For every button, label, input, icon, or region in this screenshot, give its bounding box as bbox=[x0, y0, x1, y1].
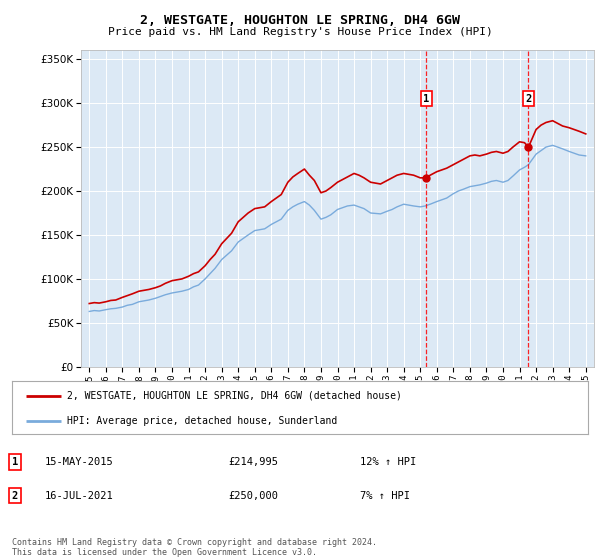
Text: 1: 1 bbox=[423, 94, 430, 104]
Text: 2: 2 bbox=[526, 94, 532, 104]
Text: 2, WESTGATE, HOUGHTON LE SPRING, DH4 6GW (detached house): 2, WESTGATE, HOUGHTON LE SPRING, DH4 6GW… bbox=[67, 391, 401, 401]
Text: HPI: Average price, detached house, Sunderland: HPI: Average price, detached house, Sund… bbox=[67, 416, 337, 426]
Text: 1: 1 bbox=[12, 457, 18, 467]
Text: 16-JUL-2021: 16-JUL-2021 bbox=[45, 491, 114, 501]
Text: 2, WESTGATE, HOUGHTON LE SPRING, DH4 6GW: 2, WESTGATE, HOUGHTON LE SPRING, DH4 6GW bbox=[140, 14, 460, 27]
Text: £250,000: £250,000 bbox=[228, 491, 278, 501]
Text: 7% ↑ HPI: 7% ↑ HPI bbox=[360, 491, 410, 501]
Text: 12% ↑ HPI: 12% ↑ HPI bbox=[360, 457, 416, 467]
Text: 15-MAY-2015: 15-MAY-2015 bbox=[45, 457, 114, 467]
Text: Contains HM Land Registry data © Crown copyright and database right 2024.
This d: Contains HM Land Registry data © Crown c… bbox=[12, 538, 377, 557]
Text: 2: 2 bbox=[12, 491, 18, 501]
Text: Price paid vs. HM Land Registry's House Price Index (HPI): Price paid vs. HM Land Registry's House … bbox=[107, 27, 493, 37]
Text: £214,995: £214,995 bbox=[228, 457, 278, 467]
